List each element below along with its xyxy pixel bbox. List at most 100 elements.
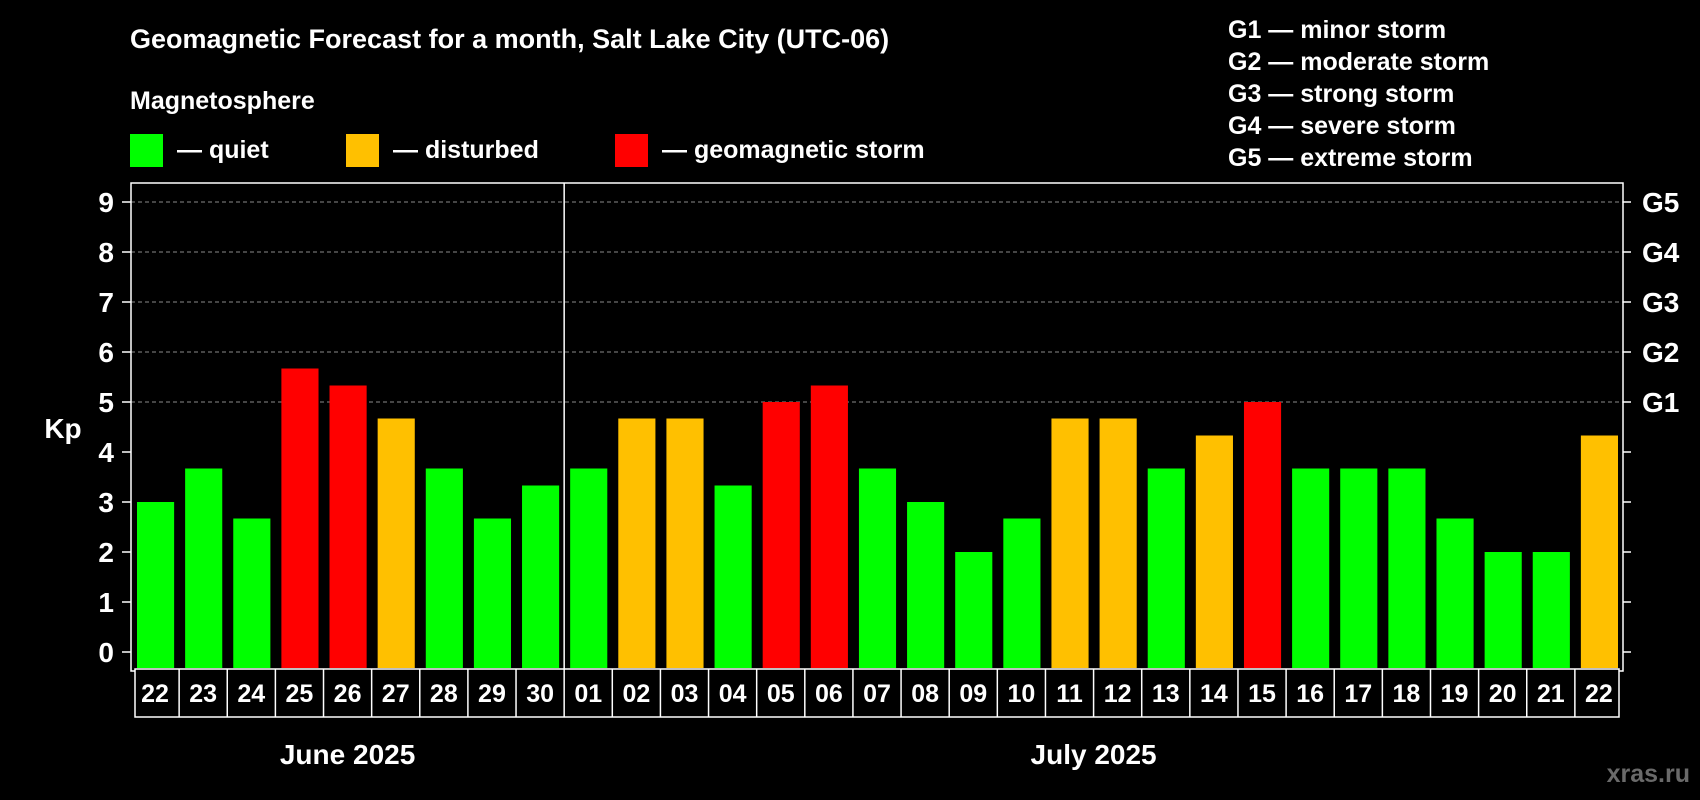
storm-scale-item-1: G1 — minor storm [1228,16,1446,44]
bar-24 [1243,402,1282,668]
day-label-3: 24 [237,680,265,708]
legend-heading: Magnetosphere [130,87,315,115]
bar-4 [281,368,319,668]
day-label-31: 22 [1585,680,1613,708]
storm-scale-item-2: G2 — moderate storm [1228,48,1489,76]
y-tick-label-1: 1 [98,587,114,618]
day-label-28: 19 [1441,680,1469,708]
day-label-box [134,668,1620,718]
storm-scale-item-5: G5 — extreme storm [1228,144,1473,172]
day-label-10: 01 [574,680,602,708]
bar-1 [137,502,175,668]
month-label-2: July 2025 [1031,739,1157,770]
y-tick-label-0: 0 [98,637,114,668]
bar-21 [1099,418,1137,668]
bar-23 [1195,435,1233,668]
day-label-7: 28 [430,680,458,708]
legend: — quiet — disturbed — geomagnetic storm [130,134,925,167]
watermark: xras.ru [1607,760,1690,788]
bar-27 [1388,468,1426,668]
day-label-25: 16 [1296,680,1324,708]
day-label-15: 06 [815,680,843,708]
bar-18 [955,552,993,668]
y-tick-label-7: 7 [98,287,114,318]
legend-swatch-1 [130,134,163,167]
bar-19 [1003,518,1041,668]
bar-29 [1484,552,1522,668]
storm-scale-item-4: G4 — severe storm [1228,112,1456,140]
day-label-13: 04 [719,680,747,708]
day-label-16: 07 [863,680,891,708]
bar-22 [1147,468,1185,668]
month-labels: June 2025 July 2025 [280,739,1157,770]
day-label-21: 12 [1104,680,1132,708]
legend-label-2: — disturbed [393,136,539,164]
day-label-27: 18 [1393,680,1421,708]
y-tick-labels: 0 1 2 3 4 5 6 7 8 9 [98,187,1631,668]
bar-12 [666,418,704,668]
day-label-20: 11 [1056,680,1083,708]
day-label-8: 29 [478,680,506,708]
bar-20 [1051,418,1089,668]
storm-level-labels: G1 G2 G3 G4 G5 [1642,187,1680,418]
day-label-5: 26 [334,680,362,708]
bar-14 [762,402,800,668]
storm-level-label-G5: G5 [1642,187,1679,218]
bar-15 [810,385,848,668]
day-label-11: 02 [622,680,650,708]
grid [131,201,1623,403]
legend-swatch-3 [615,134,648,167]
day-label-18: 09 [959,680,987,708]
day-label-17: 08 [911,680,939,708]
bar-3 [233,518,271,668]
day-label-19: 10 [1007,680,1035,708]
bar-11 [618,418,656,668]
day-label-26: 17 [1344,680,1372,708]
day-label-9: 30 [526,680,554,708]
day-label-12: 03 [671,680,699,708]
bar-17 [907,502,945,668]
y-tick-label-4: 4 [98,437,114,468]
day-label-22: 13 [1152,680,1180,708]
day-label-4: 25 [286,680,314,708]
day-labels: 22 23 24 25 26 27 28 29 30 01 02 03 04 05 06 07 08 09 10 11… [134,668,1620,718]
bar-31 [1580,435,1618,668]
day-label-23: 14 [1200,680,1228,708]
chart-title: Geomagnetic Forecast for a month, Salt L… [130,24,889,54]
y-tick-label-5: 5 [98,387,114,418]
bars [137,368,1618,668]
day-label-30: 21 [1537,680,1565,708]
bar-7 [425,468,463,668]
legend-label-1: — quiet [177,136,269,164]
y-tick-label-8: 8 [98,237,114,268]
bar-6 [377,418,415,668]
bar-30 [1532,552,1570,668]
storm-level-label-G1: G1 [1642,387,1679,418]
legend-swatch-2 [346,134,379,167]
day-label-1: 22 [141,680,169,708]
bar-8 [473,518,512,668]
bar-2 [185,468,223,668]
y-tick-label-6: 6 [98,337,114,368]
day-label-6: 27 [382,680,410,708]
y-tick-label-3: 3 [98,487,114,518]
storm-scale-item-3: G3 — strong storm [1228,80,1454,108]
bar-28 [1436,518,1474,668]
storm-level-label-G4: G4 [1642,237,1680,268]
storm-level-label-G3: G3 [1642,287,1679,318]
y-axis-label: Kp [44,413,81,444]
bar-13 [714,485,752,668]
bar-5 [329,385,367,668]
day-label-14: 05 [767,680,795,708]
month-label-1: June 2025 [280,739,415,770]
bar-16 [858,468,897,668]
day-label-29: 20 [1489,680,1517,708]
y-tick-label-9: 9 [98,187,114,218]
storm-level-label-G2: G2 [1642,337,1679,368]
bar-25 [1292,468,1330,668]
legend-label-3: — geomagnetic storm [662,136,925,164]
day-label-24: 15 [1248,680,1276,708]
bar-26 [1340,468,1378,668]
bar-10 [570,468,608,668]
